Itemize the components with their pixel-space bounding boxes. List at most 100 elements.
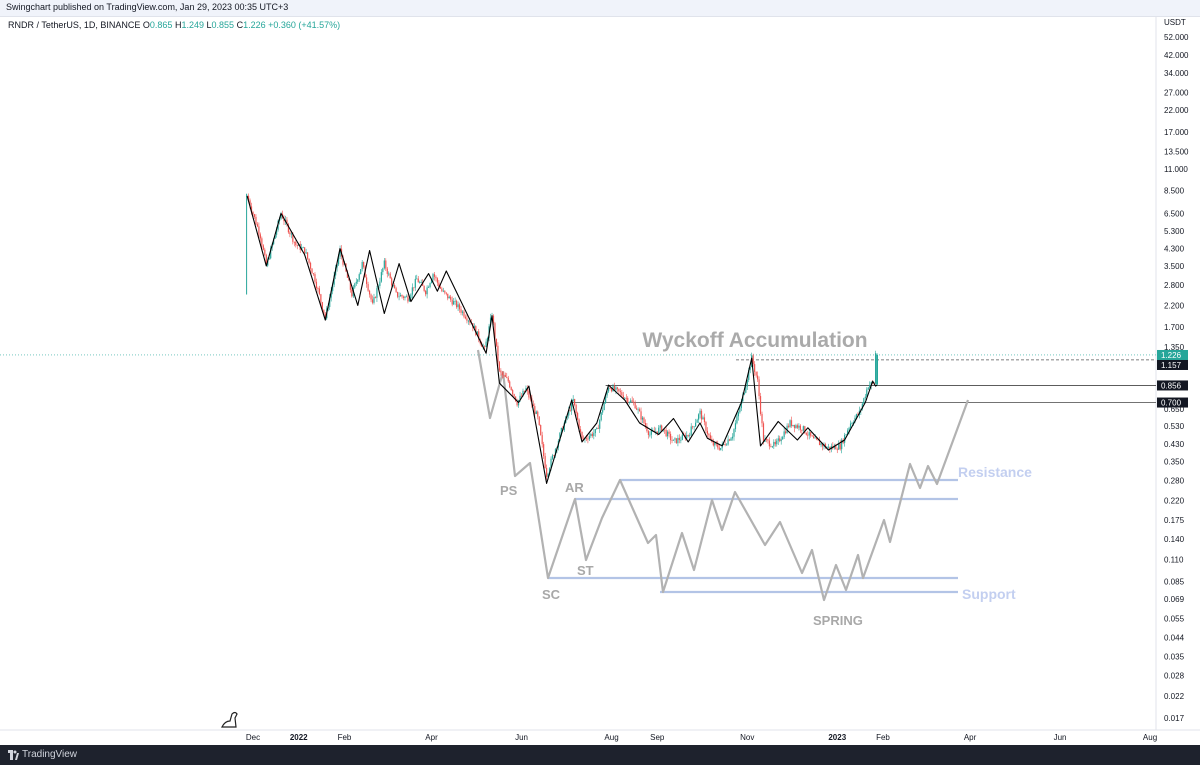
dino-icon xyxy=(221,711,238,728)
candle-body xyxy=(609,387,611,389)
candle-body xyxy=(717,444,719,448)
candle-body xyxy=(876,354,878,385)
candle-body xyxy=(516,401,518,406)
candle-body xyxy=(276,229,278,235)
candle-body xyxy=(373,297,375,303)
candle-body xyxy=(314,274,316,282)
ohlc-open-label: O xyxy=(142,20,150,30)
candle-body xyxy=(358,274,360,280)
candle-body xyxy=(627,397,629,403)
candle-body xyxy=(618,388,620,392)
candle-body xyxy=(379,281,381,287)
candle-body xyxy=(333,275,335,285)
candle-body xyxy=(509,381,511,388)
candle-body xyxy=(312,273,315,275)
candle-body xyxy=(787,425,790,427)
candle-body xyxy=(852,422,855,424)
candle-body xyxy=(323,309,325,314)
candle-body xyxy=(250,206,253,213)
candle-body xyxy=(596,427,598,430)
candle-body xyxy=(857,414,859,415)
candle-body xyxy=(407,296,409,302)
candle-body xyxy=(726,444,728,446)
candle-body xyxy=(476,331,478,335)
footer-bar: TradingView xyxy=(0,745,1200,765)
price-chart[interactable]: USDT 52.000 42.000 34.000 27.000 22.000 17.000… xyxy=(0,0,1200,745)
candle-body xyxy=(253,214,256,217)
candle-body xyxy=(342,256,344,265)
candle-body xyxy=(816,437,818,440)
candle-body xyxy=(576,412,579,420)
candle-body xyxy=(305,252,307,254)
y-tick-label: 0.280 xyxy=(1164,476,1185,485)
candle-body xyxy=(705,422,707,431)
candle-body xyxy=(414,278,416,288)
y-tick-label: 0.175 xyxy=(1164,516,1185,525)
candle-body xyxy=(695,422,697,427)
candle-body xyxy=(498,361,500,371)
candle-body xyxy=(513,394,515,397)
candle-body xyxy=(700,410,703,420)
candle-body xyxy=(861,403,863,410)
symbol-name[interactable]: RNDR / TetherUS, 1D, BINANCE xyxy=(8,20,141,30)
candle-body xyxy=(644,423,647,427)
candle-body xyxy=(585,437,588,439)
y-tick-label: 34.000 xyxy=(1164,69,1189,78)
candle-body xyxy=(538,416,540,426)
candle-body xyxy=(675,438,678,444)
candle-body xyxy=(475,326,477,335)
candle-body xyxy=(792,424,794,426)
candle-body xyxy=(402,296,405,298)
candle-body xyxy=(649,434,651,436)
candle-body xyxy=(351,289,353,297)
candle-body xyxy=(875,353,877,384)
price-tag-bg xyxy=(1157,397,1188,408)
candle-body xyxy=(329,297,331,307)
candle-body xyxy=(469,320,471,323)
price-tag-bg xyxy=(1157,349,1188,360)
candle-body xyxy=(287,224,290,233)
candle-body xyxy=(380,272,382,282)
candle-body xyxy=(574,398,576,406)
candle-body xyxy=(320,294,322,303)
candle-body xyxy=(304,247,306,254)
x-tick-label: Nov xyxy=(740,733,754,742)
candle-body xyxy=(829,446,831,450)
candle-body xyxy=(699,410,701,415)
candle-body xyxy=(473,326,475,328)
candle-body xyxy=(485,341,487,348)
candle-body xyxy=(290,233,292,235)
candle-body xyxy=(687,434,689,436)
candle-body xyxy=(706,430,709,434)
y-tick-label: 0.044 xyxy=(1164,633,1185,642)
candle-body xyxy=(720,448,722,450)
candle-body xyxy=(777,438,779,441)
candle-body xyxy=(776,440,778,445)
candle-body xyxy=(807,434,809,436)
candle-body xyxy=(330,291,332,298)
candle-body xyxy=(733,429,735,437)
candle-body xyxy=(532,404,534,407)
y-tick-label: 1.350 xyxy=(1164,343,1185,352)
candle-body xyxy=(501,372,503,375)
candle-body xyxy=(820,443,822,446)
candle-body xyxy=(435,276,437,279)
candle-body xyxy=(404,296,406,298)
candle-body xyxy=(665,429,667,437)
candle-body xyxy=(703,417,706,423)
y-tick-label: 0.055 xyxy=(1164,614,1185,623)
candle-body xyxy=(655,431,657,433)
candle-body xyxy=(255,216,257,225)
candle-body xyxy=(758,379,760,397)
candle-body xyxy=(817,439,819,441)
tradingview-logo-icon xyxy=(8,750,19,760)
candle-body xyxy=(370,294,372,300)
candle-body xyxy=(795,425,797,428)
candle-body xyxy=(650,430,652,435)
candle-body xyxy=(762,423,765,442)
candle-body xyxy=(851,423,853,424)
candle-body xyxy=(849,423,852,428)
candle-body xyxy=(855,414,858,418)
candle-body xyxy=(686,434,688,439)
candle-body xyxy=(643,417,645,424)
